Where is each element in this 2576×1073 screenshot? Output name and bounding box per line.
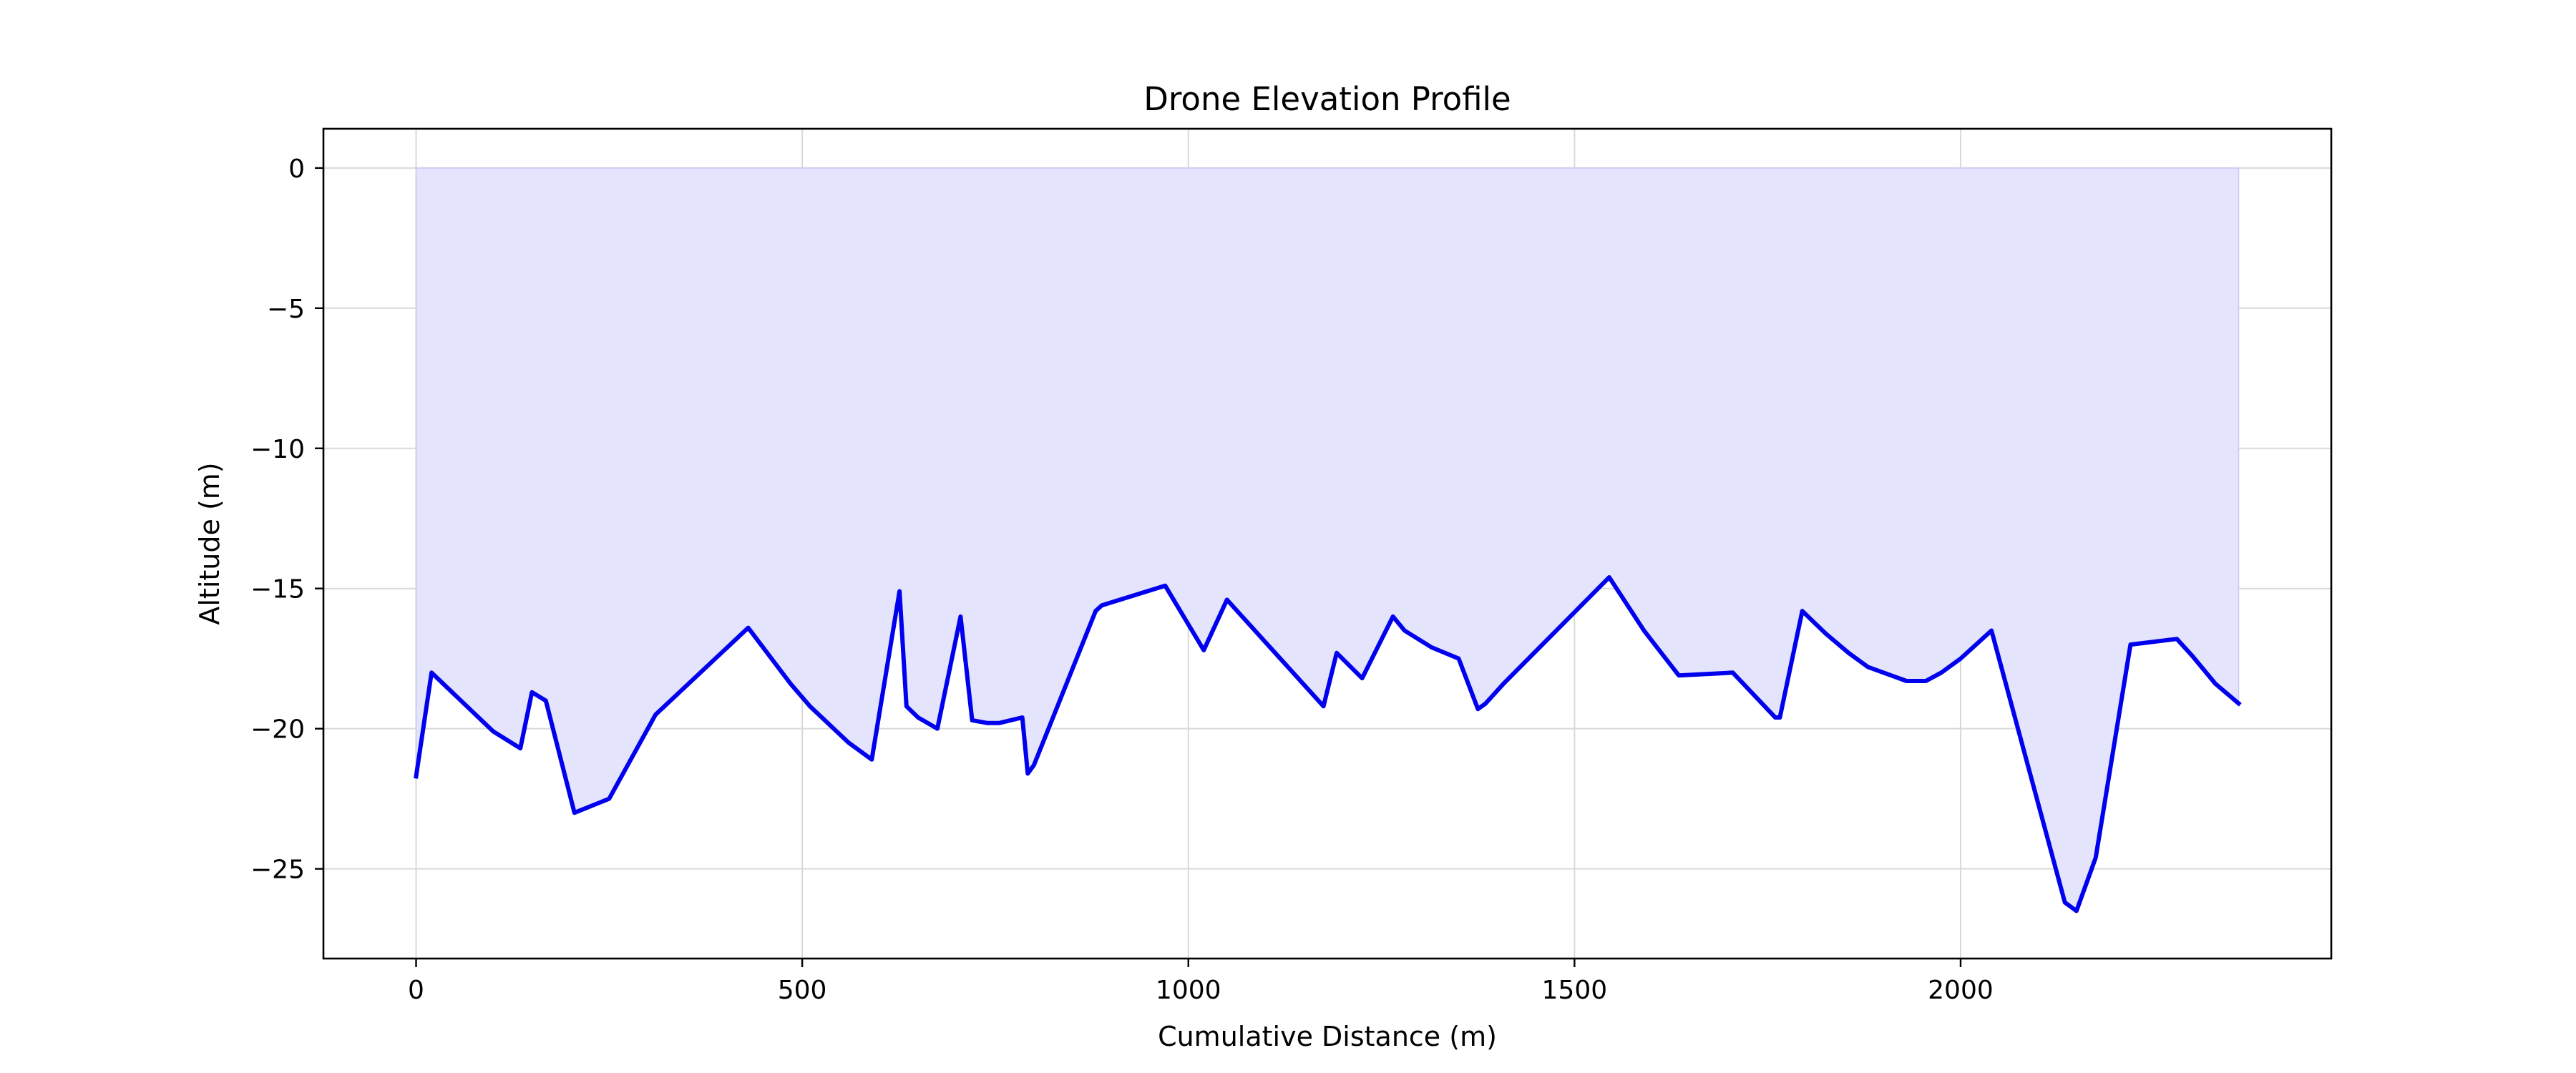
- y-axis-ticks: 0 −5 −10 −15 −20 −25: [250, 155, 323, 885]
- elevation-line: [414, 575, 2242, 913]
- y-axis-label: Altitude (m): [194, 462, 225, 624]
- x-tick-label: 1500: [1542, 976, 1608, 1005]
- x-axis-label: Cumulative Distance (m): [1158, 1021, 1497, 1052]
- y-tick-label: −20: [250, 715, 305, 745]
- x-tick-label: 500: [778, 976, 827, 1005]
- y-tick-label: 0: [288, 155, 305, 184]
- series-line-layer: [414, 575, 2242, 913]
- plot-frame: [322, 127, 2333, 960]
- y-tick-label: −15: [250, 575, 305, 604]
- y-tick-label: −10: [250, 435, 305, 464]
- chart-title: Drone Elevation Profile: [1143, 80, 1511, 118]
- y-tick-label: −5: [267, 295, 305, 324]
- y-tick-label: −25: [250, 856, 305, 885]
- x-tick-label: 2000: [1928, 976, 1994, 1005]
- area-fill: [415, 167, 2240, 912]
- area-fill-layer: [415, 167, 2240, 912]
- x-tick-label: 0: [408, 976, 424, 1005]
- x-axis-ticks: 0 500 1000 1500 2000: [408, 959, 1994, 1005]
- x-tick-label: 1000: [1156, 976, 1221, 1005]
